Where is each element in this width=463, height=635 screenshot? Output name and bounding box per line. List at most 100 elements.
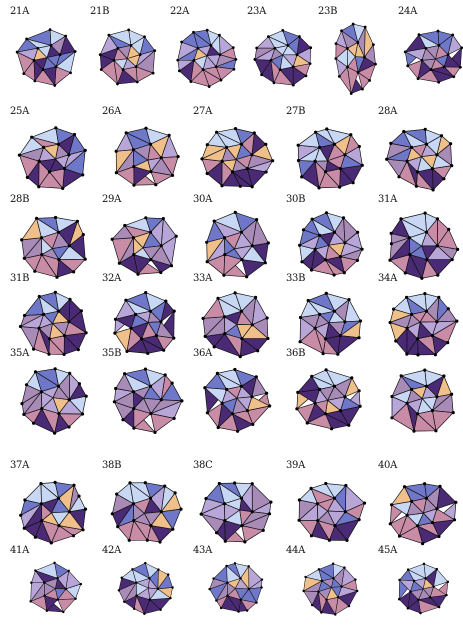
polyhedron-drawing <box>112 367 184 434</box>
polyhedron-vertex <box>215 371 219 375</box>
polyhedron-cell: 34A <box>376 273 463 363</box>
polyhedron-vertex <box>374 62 377 66</box>
polyhedron-vertex <box>423 292 427 296</box>
polyhedron-vertex <box>74 597 77 600</box>
polyhedron-vertex <box>435 567 439 571</box>
polyhedron-drawing <box>297 481 367 542</box>
polyhedron-vertex <box>296 143 300 147</box>
polyhedron-vertex <box>318 387 322 391</box>
polyhedron-vertex <box>32 347 36 351</box>
polyhedron-vertex <box>263 261 267 265</box>
polyhedron-face <box>132 497 152 514</box>
polyhedron-vertex <box>256 349 260 353</box>
polyhedron-vertex <box>112 58 116 62</box>
polyhedron-vertex <box>134 312 138 316</box>
polyhedron-vertex <box>250 153 254 157</box>
polyhedron-vertex <box>402 129 406 134</box>
polyhedron-vertex <box>424 309 429 313</box>
polyhedron-cell: 45A <box>376 545 463 635</box>
polyhedron-drawing <box>397 562 450 615</box>
polyhedron-vertex <box>223 539 227 543</box>
polyhedron-vertex <box>436 273 440 277</box>
polyhedron-vertex <box>295 53 299 57</box>
polyhedron-vertex <box>357 144 361 149</box>
polyhedron-vertex <box>222 236 227 240</box>
polyhedron-vertex <box>360 247 364 251</box>
polyhedron-vertex <box>173 491 177 495</box>
polyhedron-drawing <box>29 561 83 614</box>
polyhedron-vertex <box>163 373 167 377</box>
polyhedron-vertex <box>37 185 41 189</box>
polyhedron-cell: 35B <box>100 348 192 438</box>
polyhedron-vertex <box>327 538 331 542</box>
polyhedron-vertex <box>351 181 355 185</box>
polyhedron-vertex <box>309 534 314 538</box>
polyhedron-drawing <box>117 561 174 615</box>
polyhedron-vertex <box>240 337 244 341</box>
polyhedron-vertex <box>332 273 336 277</box>
polyhedron-vertex <box>39 390 44 394</box>
polyhedron-vertex <box>389 503 394 507</box>
polyhedron-vertex <box>320 611 323 614</box>
polyhedron-drawing <box>201 291 270 359</box>
polyhedron-vertex <box>361 87 364 91</box>
polyhedron-drawing <box>388 211 460 280</box>
polyhedron-vertex <box>239 230 244 234</box>
polyhedron-vertex <box>286 44 290 47</box>
polyhedron-vertex <box>392 307 396 311</box>
polyhedron-vertex <box>409 590 412 593</box>
polyhedron-vertex <box>452 518 457 522</box>
polyhedron-vertex <box>53 480 57 484</box>
polyhedron-face <box>132 231 152 249</box>
polyhedron-vertex <box>343 153 347 157</box>
polyhedron-vertex <box>438 484 442 488</box>
polyhedron-vertex <box>239 384 244 388</box>
polyhedron-vertex <box>239 598 243 601</box>
polyhedron-vertex <box>355 589 359 593</box>
polyhedron-vertex <box>231 46 235 50</box>
polyhedron-vertex <box>408 253 412 257</box>
polyhedron-face <box>318 385 336 401</box>
polyhedron-vertex <box>347 298 351 302</box>
polyhedron-vertex <box>358 404 362 408</box>
polyhedron-vertex <box>180 40 184 44</box>
polyhedron-vertex <box>148 230 153 234</box>
polyhedron-vertex <box>265 316 269 320</box>
polyhedron-vertex <box>177 69 181 73</box>
polyhedron-vertex <box>343 241 347 245</box>
polyhedron-vertex <box>297 518 301 522</box>
polyhedron-vertex <box>402 485 407 489</box>
polyhedron-vertex <box>230 170 235 174</box>
polyhedron-vertex <box>308 62 312 66</box>
polyhedron-cell: 30A <box>191 194 283 284</box>
polyhedron-vertex <box>298 340 302 344</box>
polyhedron-vertex <box>313 401 317 405</box>
polyhedron-vertex <box>425 258 429 262</box>
polyhedron-vertex <box>149 524 153 528</box>
polyhedron-vertex <box>37 326 41 330</box>
polyhedron-vertex <box>24 383 29 387</box>
polyhedron-vertex <box>310 603 314 607</box>
polyhedron-vertex <box>264 170 268 174</box>
polyhedron-vertex <box>357 336 361 340</box>
polyhedron-vertex <box>423 368 427 372</box>
polyhedron-vertex <box>39 236 44 240</box>
polyhedron-vertex <box>254 375 258 379</box>
polyhedron-vertex <box>403 271 407 275</box>
polyhedron-vertex <box>217 481 221 486</box>
polyhedron-label: 38B <box>102 460 122 471</box>
polyhedron-vertex <box>149 170 153 174</box>
polyhedron-vertex <box>180 399 184 403</box>
polyhedron-vertex <box>410 312 414 316</box>
polyhedron-cell: 44A <box>284 545 376 635</box>
polyhedron-vertex <box>238 184 242 188</box>
polyhedron-vertex <box>424 577 427 580</box>
polyhedron-face <box>40 497 60 514</box>
polyhedron-vertex <box>417 598 420 602</box>
polyhedron-vertex <box>22 412 26 416</box>
polyhedron-drawing <box>199 481 273 544</box>
polyhedron-vertex <box>388 320 392 325</box>
polyhedron-vertex <box>350 376 354 380</box>
polyhedron-vertex <box>281 28 285 32</box>
polyhedron-vertex <box>313 247 317 251</box>
